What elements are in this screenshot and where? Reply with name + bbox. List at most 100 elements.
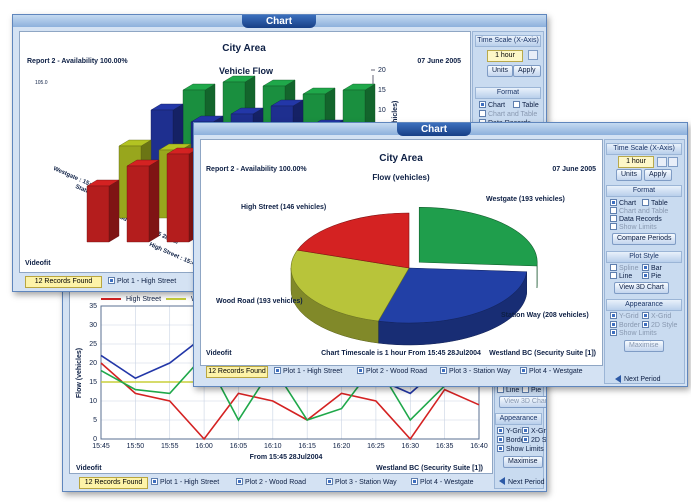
checkbox[interactable]: Plot 4 - Westgate bbox=[411, 478, 474, 487]
checkbox[interactable]: Table bbox=[513, 101, 539, 110]
checkbox[interactable]: Chart and Table bbox=[479, 110, 537, 119]
checkbox[interactable]: Line bbox=[497, 386, 519, 395]
icon[interactable] bbox=[528, 50, 538, 60]
chart-title: Flow (vehicles) bbox=[372, 173, 430, 182]
bar-face bbox=[126, 165, 150, 243]
checkbox-box[interactable] bbox=[522, 386, 529, 393]
checkbox-box[interactable] bbox=[610, 321, 617, 328]
checkbox-box[interactable] bbox=[610, 223, 617, 230]
checkbox-box[interactable] bbox=[326, 478, 333, 485]
checkbox-label: Plot 3 - Station Way bbox=[335, 479, 397, 486]
checkbox-box[interactable] bbox=[479, 110, 486, 117]
checkbox[interactable]: Plot 3 - Station Way bbox=[326, 478, 397, 487]
period-field[interactable]: 1 hour bbox=[487, 50, 523, 62]
checkbox-box[interactable] bbox=[522, 427, 529, 434]
checkbox[interactable]: Y-Grid bbox=[610, 312, 639, 321]
checkbox[interactable]: Plot 4 - Westgate bbox=[520, 367, 583, 376]
checkbox[interactable]: Chart and Table bbox=[610, 207, 668, 216]
checkbox-box[interactable] bbox=[497, 427, 504, 434]
checkbox[interactable]: Plot 2 - Wood Road bbox=[236, 478, 306, 487]
checkbox[interactable]: X-Grid bbox=[522, 427, 546, 436]
checkbox-box[interactable] bbox=[642, 199, 649, 206]
button[interactable]: Maximise bbox=[624, 340, 664, 352]
checkbox-box[interactable] bbox=[108, 277, 115, 284]
station-text: Westland BC (Security Suite [1]) bbox=[376, 465, 483, 472]
checkbox-box[interactable] bbox=[610, 207, 617, 214]
section-heading: Plot Style bbox=[606, 251, 682, 263]
checkbox-box[interactable] bbox=[522, 436, 529, 443]
checkbox-box[interactable] bbox=[357, 367, 364, 374]
chart-heading: City Area bbox=[222, 43, 266, 54]
checkbox-box[interactable] bbox=[610, 199, 617, 206]
checkbox[interactable]: Bar bbox=[642, 264, 662, 273]
checkbox-box[interactable] bbox=[440, 367, 447, 374]
checkbox-label: Plot 1 - High Street bbox=[117, 278, 177, 285]
checkbox-box[interactable] bbox=[520, 367, 527, 374]
pie-slice bbox=[377, 267, 528, 324]
next-period[interactable]: Next Period bbox=[508, 479, 545, 486]
checkbox-box[interactable] bbox=[497, 436, 504, 443]
checkbox-box[interactable] bbox=[411, 478, 418, 485]
icon[interactable] bbox=[657, 157, 667, 167]
checkbox[interactable]: Spline bbox=[610, 264, 638, 273]
checkbox-box[interactable] bbox=[497, 445, 504, 452]
checkbox[interactable]: Chart bbox=[479, 101, 505, 110]
checkbox[interactable]: Plot 1 - High Street bbox=[274, 367, 342, 376]
checkbox-box[interactable] bbox=[610, 215, 617, 222]
checkbox[interactable]: Data Records bbox=[610, 215, 662, 224]
checkbox[interactable]: Pie bbox=[522, 386, 541, 395]
checkbox[interactable]: Plot 1 - High Street bbox=[108, 277, 176, 286]
checkbox-box[interactable] bbox=[274, 367, 281, 374]
checkbox-box[interactable] bbox=[151, 478, 158, 485]
checkbox-box[interactable] bbox=[610, 329, 617, 336]
icon[interactable] bbox=[668, 157, 678, 167]
checkbox-box[interactable] bbox=[642, 312, 649, 319]
checkbox[interactable]: Border bbox=[497, 436, 527, 445]
checkbox[interactable]: Table bbox=[642, 199, 668, 208]
checkbox[interactable]: Show Limits bbox=[610, 223, 657, 232]
checkbox-label: Y-Grid bbox=[619, 313, 639, 320]
button[interactable]: Units bbox=[487, 65, 513, 77]
checkbox[interactable]: Line bbox=[610, 272, 632, 281]
checkbox[interactable]: Border bbox=[610, 321, 640, 330]
y-tick-label: 15 bbox=[378, 87, 386, 94]
bar-3d bbox=[86, 179, 120, 243]
checkbox-box[interactable] bbox=[479, 101, 486, 108]
x-axis-label: From 15:45 28Jul2004 bbox=[250, 454, 323, 461]
checkbox[interactable]: 2D Style bbox=[642, 321, 677, 330]
checkbox[interactable]: Plot 2 - Wood Road bbox=[357, 367, 427, 376]
section-heading: Appearance bbox=[495, 413, 542, 425]
checkbox-box[interactable] bbox=[642, 272, 649, 279]
checkbox-box[interactable] bbox=[642, 264, 649, 271]
bar-3d bbox=[126, 159, 160, 243]
checkbox-box[interactable] bbox=[610, 264, 617, 271]
button[interactable]: Apply bbox=[644, 169, 672, 181]
checkbox-box[interactable] bbox=[610, 312, 617, 319]
y-tick-label: 0 bbox=[93, 436, 97, 443]
checkbox-box[interactable] bbox=[610, 272, 617, 279]
checkbox-label: Table bbox=[651, 200, 668, 207]
button[interactable]: Compare Periods bbox=[612, 233, 677, 245]
checkbox[interactable]: Y-Grid bbox=[497, 427, 526, 436]
checkbox[interactable]: Show Limits bbox=[610, 329, 657, 338]
checkbox-box[interactable] bbox=[513, 101, 520, 108]
checkbox[interactable]: X-Grid bbox=[642, 312, 671, 321]
checkbox[interactable]: Show Limits bbox=[497, 445, 544, 454]
x-tick-label: 16:15 bbox=[298, 443, 316, 450]
button[interactable]: View 3D Chart bbox=[499, 396, 546, 408]
checkbox-box[interactable] bbox=[497, 386, 504, 393]
checkbox-box[interactable] bbox=[642, 321, 649, 328]
checkbox[interactable]: Plot 1 - High Street bbox=[151, 478, 219, 487]
checkbox[interactable]: Chart bbox=[610, 199, 636, 208]
checkbox[interactable]: Plot 3 - Station Way bbox=[440, 367, 511, 376]
button[interactable]: Apply bbox=[513, 65, 541, 77]
button[interactable]: Maximise bbox=[503, 456, 543, 468]
checkbox[interactable]: 2D Style bbox=[522, 436, 546, 445]
period-field[interactable]: 1 hour bbox=[618, 156, 654, 168]
button[interactable]: View 3D Chart bbox=[614, 282, 670, 294]
checkbox[interactable]: Pie bbox=[642, 272, 661, 281]
checkbox-box[interactable] bbox=[236, 478, 243, 485]
button[interactable]: Units bbox=[616, 169, 642, 181]
next-period[interactable]: Next Period bbox=[624, 376, 661, 383]
